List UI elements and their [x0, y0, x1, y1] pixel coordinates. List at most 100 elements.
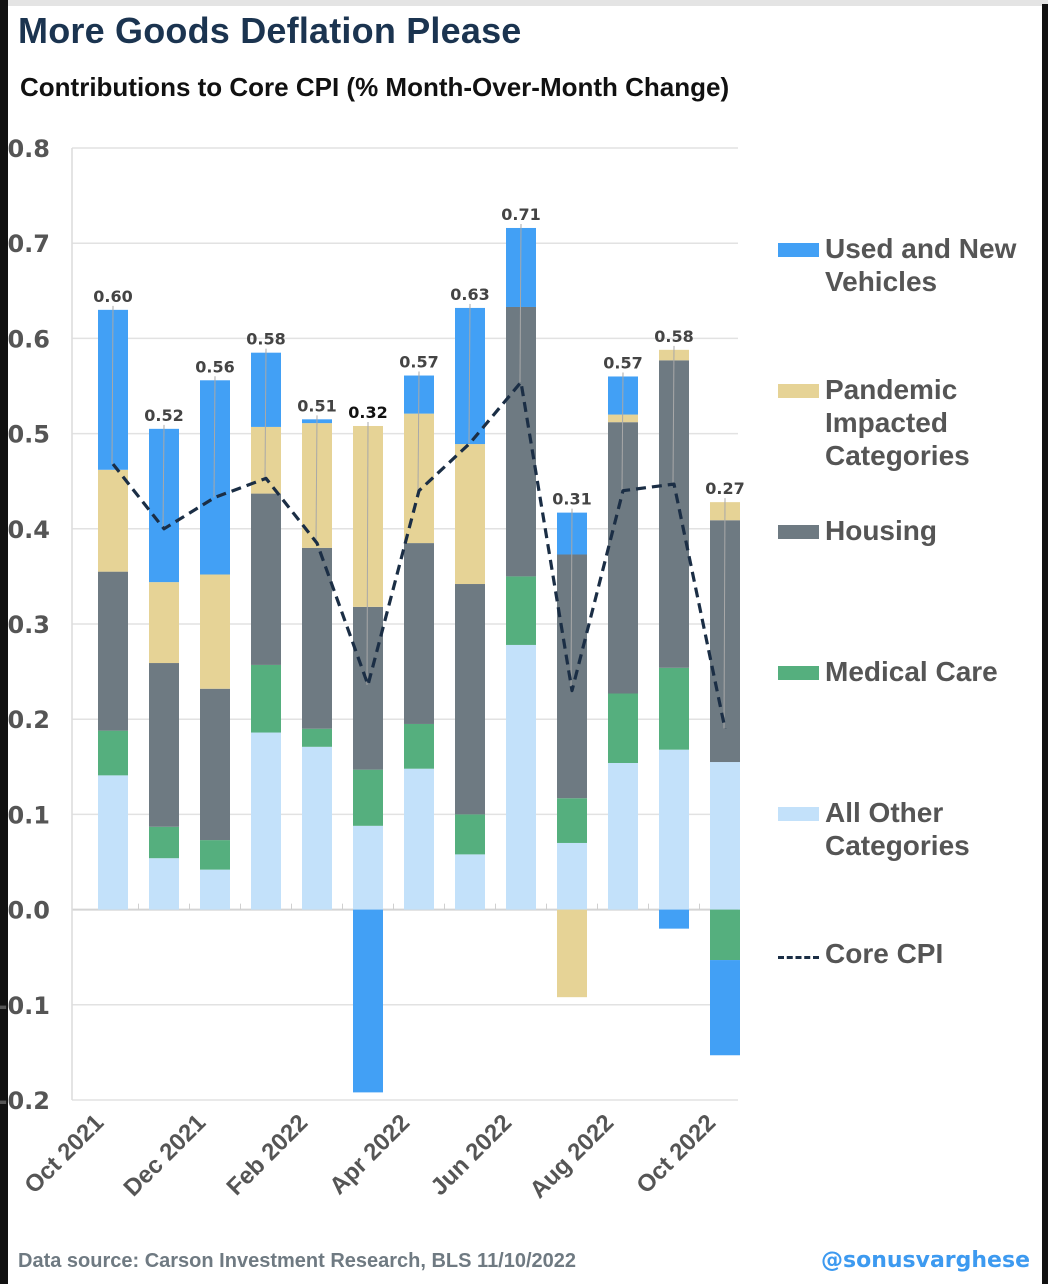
bar-segment-vehicles	[353, 909, 383, 1093]
bar-segment-other	[710, 762, 740, 910]
label-leader-line	[468, 303, 471, 444]
bar-segment-medical	[302, 728, 332, 747]
label-leader-line	[111, 305, 114, 465]
bar-segment-medical	[557, 798, 587, 843]
bar-segment-medical	[659, 667, 689, 750]
chart-subtitle: Contributions to Core CPI (% Month-Over-…	[20, 72, 730, 102]
data-source-note: Data source: Carson Investment Research,…	[18, 1250, 577, 1272]
label-leader-line	[417, 371, 420, 491]
legend-label: Core CPI	[825, 938, 944, 969]
x-tick-label: Jun 2022	[426, 1109, 518, 1201]
legend-dashed-line-icon	[778, 956, 819, 959]
y-tick-label: 0.6	[7, 325, 50, 353]
bar-segment-housing	[302, 547, 332, 729]
label-leader-line	[366, 421, 369, 685]
bar-segment-other	[608, 762, 638, 910]
bar-segment-housing	[404, 543, 434, 724]
data-label: 0.56	[195, 357, 234, 376]
legend-label: Used and New Vehicles	[825, 233, 1017, 297]
bar-segment-medical	[608, 693, 638, 763]
y-tick-label: 0.3	[7, 611, 50, 639]
bar-segment-pandemic	[149, 582, 179, 664]
bar-segment-pandemic	[455, 444, 485, 585]
data-label: 0.32	[348, 403, 387, 422]
bar-segment-medical	[98, 730, 128, 776]
bar-segment-medical	[506, 576, 536, 645]
bar-segment-medical	[200, 840, 230, 870]
y-tick-label: 0.5	[7, 421, 50, 449]
bar-segment-medical	[149, 826, 179, 859]
legend-label: Housing	[825, 515, 937, 546]
author-handle[interactable]: @sonusvarghese	[820, 1248, 1030, 1273]
bar-segment-other	[251, 732, 281, 910]
bar-segment-medical	[353, 769, 383, 826]
bar-segment-housing	[251, 493, 281, 665]
y-tick-label: 0.4	[7, 516, 50, 544]
legend-swatch-icon	[778, 525, 819, 539]
data-label: 0.52	[144, 406, 183, 425]
y-tick-label: 0.7	[7, 230, 50, 258]
bar-segment-other	[200, 869, 230, 910]
data-label: 0.51	[297, 396, 336, 415]
x-tick-label: Aug 2022	[525, 1109, 620, 1204]
bar-segment-medical	[455, 814, 485, 855]
label-leader-line	[162, 424, 165, 529]
left-frame-border	[0, 0, 8, 1284]
legend-item-core_cpi: Core CPI	[778, 937, 1035, 970]
data-labels: 0.60 0.52 0.56 0.58 0.51 0.32 0.57 0.63 0.71 0.31…	[93, 205, 744, 509]
bar-segment-other	[404, 768, 434, 910]
bar-segment-other	[659, 749, 689, 910]
bar-segment-other	[557, 842, 587, 910]
legend-item-vehicles: Used and New Vehicles	[778, 232, 1035, 298]
bar-segment-pandemic	[98, 469, 128, 572]
legend-item-pandemic: Pandemic Impacted Categories	[778, 373, 1035, 472]
core-cpi-line-layer	[111, 380, 727, 730]
data-label: 0.27	[705, 479, 744, 498]
label-leader-line	[315, 415, 318, 544]
right-frame-border	[1042, 4, 1048, 1284]
data-label: 0.71	[501, 205, 540, 224]
legend-label: Pandemic Impacted Categories	[825, 374, 970, 471]
bar-segment-vehicles	[659, 909, 689, 929]
bar-segment-housing	[149, 663, 179, 827]
data-label: 0.57	[399, 353, 438, 372]
y-tick-label: -0.2	[0, 1087, 50, 1115]
label-leader-line	[672, 345, 675, 485]
x-tick-label: Oct 2022	[631, 1109, 721, 1199]
bar-segment-other	[302, 746, 332, 910]
legend-swatch-icon	[778, 807, 819, 821]
data-label: 0.63	[450, 285, 489, 304]
bar-segment-medical	[404, 723, 434, 769]
y-tick-label: 0.8	[7, 135, 50, 163]
y-tick-label: 0.2	[7, 706, 50, 734]
bar-segment-pandemic	[200, 574, 230, 689]
chart-title: More Goods Deflation Please	[18, 10, 522, 51]
label-leader-line	[213, 376, 216, 498]
label-leader-lines	[111, 223, 726, 729]
label-leader-line	[570, 508, 573, 691]
legend-item-housing: Housing	[778, 514, 1035, 547]
bar-segment-housing	[455, 584, 485, 815]
legend-item-medical: Medical Care	[778, 655, 1035, 688]
label-leader-line	[264, 348, 267, 479]
data-label: 0.60	[93, 287, 132, 306]
bar-segment-vehicles	[710, 960, 740, 1056]
data-label: 0.57	[603, 353, 642, 372]
bar-segment-medical	[710, 909, 740, 961]
label-leader-line	[723, 498, 726, 729]
bar-segment-other	[353, 825, 383, 910]
bar-segment-other	[506, 644, 536, 910]
y-tick-label: -0.1	[0, 992, 50, 1020]
bar-segment-housing	[98, 571, 128, 731]
bar-segment-housing	[353, 606, 383, 770]
label-leader-line	[621, 372, 624, 491]
bar-segment-other	[149, 858, 179, 910]
y-tick-label: 0.0	[7, 897, 50, 925]
legend-item-other: All Other Categories	[778, 796, 1035, 862]
y-axis: -0.2 -0.1 0.0 0.1 0.2 0.3 0.4 0.5 0.6 0.7 0.8	[0, 135, 73, 1115]
bar-segment-medical	[251, 664, 281, 733]
bar-segment-pandemic	[404, 413, 434, 544]
data-label: 0.58	[246, 330, 285, 349]
legend-swatch-icon	[778, 384, 819, 398]
